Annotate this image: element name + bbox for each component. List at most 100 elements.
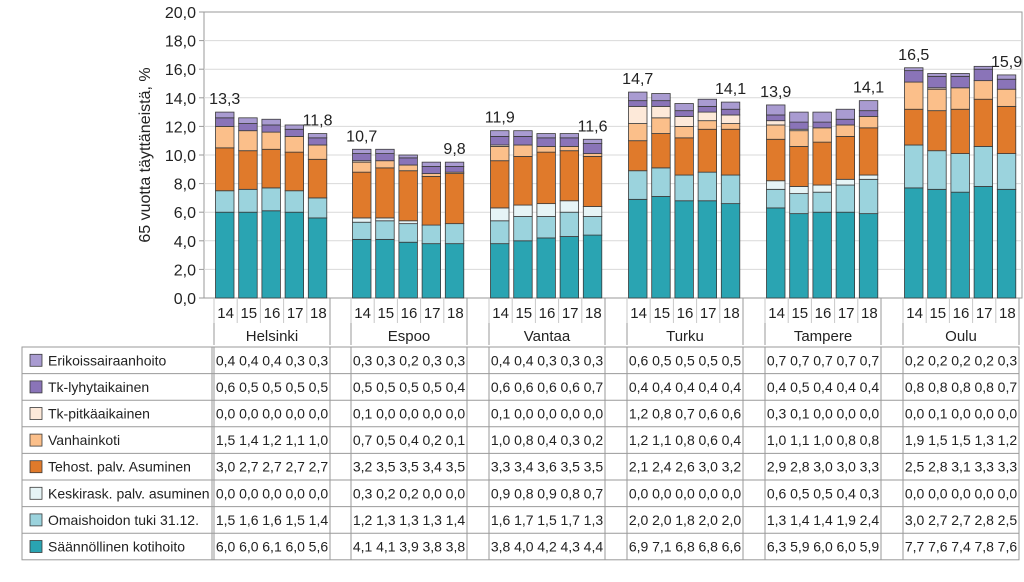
table-cell: 2,9 [767, 459, 787, 475]
table-cell: 7,4 [951, 539, 971, 555]
table-cell: 3,0 [836, 459, 856, 475]
legend-swatch [29, 433, 43, 447]
bar-segment [284, 124, 305, 130]
table-cell: 1,2 [353, 512, 373, 528]
table-cell: 3,1 [951, 459, 971, 475]
bar-segment [697, 98, 717, 107]
table-cell: 1,1 [285, 432, 305, 448]
table-cell: 1,9 [905, 432, 925, 448]
table-cell: 0,6 [560, 379, 580, 395]
table-cell: 0,0 [974, 485, 994, 501]
bar-segment [352, 217, 372, 223]
bar-segment [927, 75, 947, 89]
table-cell: 1,7 [514, 512, 534, 528]
bar-segment [513, 216, 533, 242]
bar-segment [835, 184, 855, 213]
bar-segment [858, 110, 879, 117]
table-cell: 1,6 [239, 512, 259, 528]
table-cell: 1,5 [216, 512, 236, 528]
bar-segment [513, 136, 533, 146]
table-cell: 3,8 [422, 539, 442, 555]
legend-swatch [29, 380, 43, 394]
table-cell: 0,7 [998, 379, 1018, 395]
bar-segment [697, 111, 717, 122]
year-label: 15 [929, 305, 946, 322]
bar-segment [973, 65, 993, 70]
table-cell: 3,3 [998, 459, 1018, 475]
bar-segment [674, 126, 694, 139]
legend-swatch [29, 460, 43, 474]
bar-segment [628, 91, 648, 102]
table-cell: 0,3 [860, 485, 880, 501]
table-cell: 7,6 [928, 539, 948, 555]
bar-segment [950, 153, 970, 193]
y-tick-label: 0,0 [174, 291, 196, 308]
bar-segment [789, 121, 809, 130]
bar-segment [904, 144, 924, 189]
table-cell: 0,0 [537, 406, 557, 422]
table-cell: 1,6 [491, 512, 511, 528]
bar-segment [215, 147, 235, 192]
table-cell: 0,3 [537, 352, 557, 368]
table-cell: 0,0 [560, 406, 580, 422]
legend-label: Omaishoidon tuki 31.12. [48, 512, 199, 528]
table-cell: 0,0 [951, 406, 971, 422]
table-cell: 0,3 [584, 352, 604, 368]
table-cell: 1,7 [560, 512, 580, 528]
y-tick-label: 16,0 [165, 62, 196, 79]
bar-segment [812, 121, 832, 129]
legend-label: Keskirask. palv. asuminen [48, 485, 210, 501]
table-cell: 0,1 [446, 432, 466, 448]
total-label: 13,3 [209, 91, 240, 108]
table-cell: 3,0 [905, 512, 925, 528]
bar-segment [238, 211, 258, 299]
bar-segment [674, 103, 694, 112]
table-cell: 0,0 [722, 485, 742, 501]
table-cell: 5,9 [790, 539, 810, 555]
city-label: Helsinki [246, 328, 299, 345]
bar-segment [973, 98, 993, 147]
bar-segment [421, 166, 442, 174]
year-label: 17 [976, 305, 993, 322]
legend-swatch [29, 353, 43, 367]
table-cell: 0,0 [262, 485, 282, 501]
table-cell: 6,0 [239, 539, 259, 555]
table-cell: 4,1 [376, 539, 396, 555]
bar-segment [490, 243, 510, 299]
bar-segment [238, 188, 258, 213]
bar-segment [996, 74, 1017, 80]
bar-segment [973, 186, 993, 299]
bar-segment [789, 213, 809, 299]
table-cell: 1,6 [262, 512, 282, 528]
table-cell: 0,4 [652, 379, 672, 395]
table-cell: 0,5 [376, 432, 396, 448]
table-cell: 0,2 [905, 352, 925, 368]
table-cell: 2,7 [951, 512, 971, 528]
year-label: 16 [401, 305, 418, 322]
bar-segment [720, 114, 741, 124]
bar-segment [835, 178, 855, 186]
bar-segment [444, 173, 465, 225]
bar-segment [766, 114, 786, 122]
bar-segment [904, 67, 924, 72]
table-cell: 4,3 [560, 539, 580, 555]
table-cell: 7,1 [652, 539, 672, 555]
total-label: 14,7 [622, 71, 653, 88]
table-cell: 1,3 [422, 512, 442, 528]
year-label: 14 [492, 305, 509, 322]
table-cell: 0,5 [790, 379, 810, 395]
table-cell: 0,5 [262, 379, 282, 395]
year-label: 15 [791, 305, 808, 322]
bar-segment [444, 161, 465, 167]
table-cell: 0,3 [560, 432, 580, 448]
bar-segment [261, 148, 281, 189]
bar-segment [697, 200, 717, 299]
table-cell: 3,5 [584, 459, 604, 475]
bar-segment [307, 197, 328, 219]
table-cell: 6,0 [285, 539, 305, 555]
table-cell: 7,7 [905, 539, 925, 555]
table-cell: 2,4 [652, 459, 672, 475]
table-cell: 3,4 [422, 459, 442, 475]
table-cell: 1,3 [974, 432, 994, 448]
table-cell: 2,0 [722, 512, 742, 528]
